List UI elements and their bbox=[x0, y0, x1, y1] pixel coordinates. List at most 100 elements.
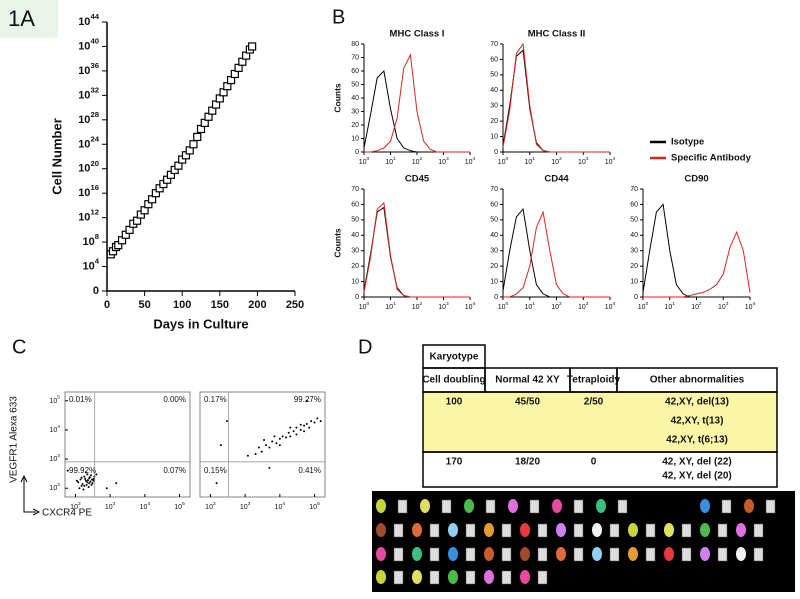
chromosome-band bbox=[501, 570, 512, 585]
data-point bbox=[84, 471, 87, 474]
data-point bbox=[316, 417, 319, 420]
tick-label: 102 bbox=[49, 482, 60, 492]
tick-label-exponent: 2 bbox=[420, 301, 423, 307]
chromosome bbox=[664, 547, 674, 561]
data-point bbox=[189, 140, 198, 149]
tick-label: 50 bbox=[490, 72, 498, 79]
tick-label-base: 10 bbox=[105, 504, 113, 511]
tick-label-exponent: 4 bbox=[613, 156, 616, 162]
tick-label: 20 bbox=[351, 263, 359, 270]
data-point bbox=[268, 446, 271, 449]
data-point bbox=[305, 422, 308, 425]
chromosome bbox=[484, 547, 494, 561]
tick-label-exponent: 4 bbox=[473, 156, 476, 162]
chromosome-band bbox=[537, 570, 548, 585]
tick-label: 101 bbox=[524, 301, 535, 311]
quadrant-label: 99.27% bbox=[294, 395, 321, 404]
panel-label: D bbox=[358, 336, 372, 358]
data-point bbox=[275, 442, 278, 445]
tick-label: 102 bbox=[691, 301, 702, 311]
data-point bbox=[284, 436, 287, 439]
tick-label-base: 10 bbox=[385, 304, 393, 311]
data-point bbox=[86, 479, 89, 482]
data-point bbox=[95, 473, 98, 476]
tick-label: 104 bbox=[605, 301, 616, 311]
tick-label-base: 10 bbox=[498, 159, 506, 166]
tick-label: 0 bbox=[104, 299, 110, 311]
tick-label: 10 bbox=[490, 133, 498, 140]
data-point bbox=[84, 479, 87, 482]
tick-label-base: 10 bbox=[78, 114, 90, 126]
tick-label-exponent: 1 bbox=[672, 301, 675, 307]
quadrant-label: 99.92% bbox=[69, 466, 96, 475]
data-point bbox=[246, 454, 249, 457]
data-point bbox=[305, 399, 308, 402]
data-point bbox=[268, 466, 271, 469]
data-point bbox=[91, 482, 94, 485]
tick-label-exponent: 2 bbox=[420, 156, 423, 162]
y-axis-label: VEGFR1 Alexa 633 bbox=[9, 396, 20, 483]
chromosome bbox=[520, 523, 530, 537]
tick-label-base: 10 bbox=[309, 504, 317, 511]
quadrant-label: 0.41% bbox=[298, 466, 321, 475]
chromosome bbox=[412, 523, 422, 537]
data-point bbox=[299, 428, 302, 431]
tick-label: 0 bbox=[355, 294, 359, 301]
tick-label-exponent: 3 bbox=[586, 156, 589, 162]
table-cell: 18/20 bbox=[515, 457, 540, 468]
chromosome bbox=[596, 499, 606, 513]
tick-label: 108 bbox=[82, 232, 99, 248]
data-point bbox=[77, 481, 80, 484]
data-point bbox=[295, 433, 298, 436]
table-header: Other abnormalities bbox=[650, 375, 745, 386]
tick-label-exponent: 12 bbox=[90, 208, 99, 217]
chromosome-band bbox=[609, 547, 620, 562]
quadrant-label: 0.15% bbox=[204, 466, 227, 475]
chromosome-band bbox=[485, 499, 496, 514]
chromosome-band bbox=[441, 499, 452, 514]
chromosome bbox=[376, 570, 386, 584]
tick-label-exponent: 4 bbox=[147, 501, 150, 507]
chromosome bbox=[484, 523, 494, 537]
tick-label-base: 10 bbox=[78, 65, 90, 77]
tick-label-base: 10 bbox=[638, 304, 646, 311]
data-point bbox=[82, 488, 85, 491]
chromosome-band bbox=[537, 547, 548, 562]
data-point bbox=[89, 474, 92, 477]
tick-label: 104 bbox=[82, 257, 99, 273]
tick-label-base: 10 bbox=[412, 159, 420, 166]
data-point bbox=[257, 446, 260, 449]
tick-label-exponent: 3 bbox=[57, 453, 60, 459]
tick-label-exponent: 4 bbox=[95, 257, 100, 266]
tick-label: 50 bbox=[138, 299, 150, 311]
tick-label: 20 bbox=[490, 263, 498, 270]
tick-label-base: 10 bbox=[78, 187, 90, 199]
tick-label: 1028 bbox=[78, 110, 100, 126]
tick-label: 100 bbox=[638, 301, 649, 311]
tick-label: 1032 bbox=[78, 85, 99, 101]
tick-label: 60 bbox=[490, 201, 498, 208]
data-point bbox=[90, 483, 93, 486]
tick-label-exponent: 36 bbox=[90, 61, 99, 70]
data-point bbox=[87, 486, 90, 489]
tick-label-base: 10 bbox=[605, 304, 613, 311]
data-point bbox=[78, 487, 81, 490]
data-point bbox=[308, 426, 311, 429]
chromosome bbox=[520, 547, 530, 561]
tick-label: 10 bbox=[351, 278, 359, 285]
tick-label-base: 10 bbox=[174, 504, 182, 511]
chromosome bbox=[412, 547, 422, 561]
chromosome-band bbox=[573, 499, 584, 514]
tick-label-exponent: 44 bbox=[90, 12, 99, 21]
tick-label-exponent: 8 bbox=[95, 232, 100, 241]
chromosome bbox=[464, 499, 474, 513]
tick-label-base: 10 bbox=[438, 304, 446, 311]
x-axis-label: CXCR4 PE bbox=[42, 508, 92, 519]
data-point bbox=[263, 439, 266, 442]
tick-label-exponent: 3 bbox=[248, 501, 251, 507]
tick-label-exponent: 4 bbox=[473, 301, 476, 307]
tick-label: 30 bbox=[490, 248, 498, 255]
tick-label: 60 bbox=[630, 201, 638, 208]
table-cell: 42, XY, del (20) bbox=[662, 471, 731, 482]
